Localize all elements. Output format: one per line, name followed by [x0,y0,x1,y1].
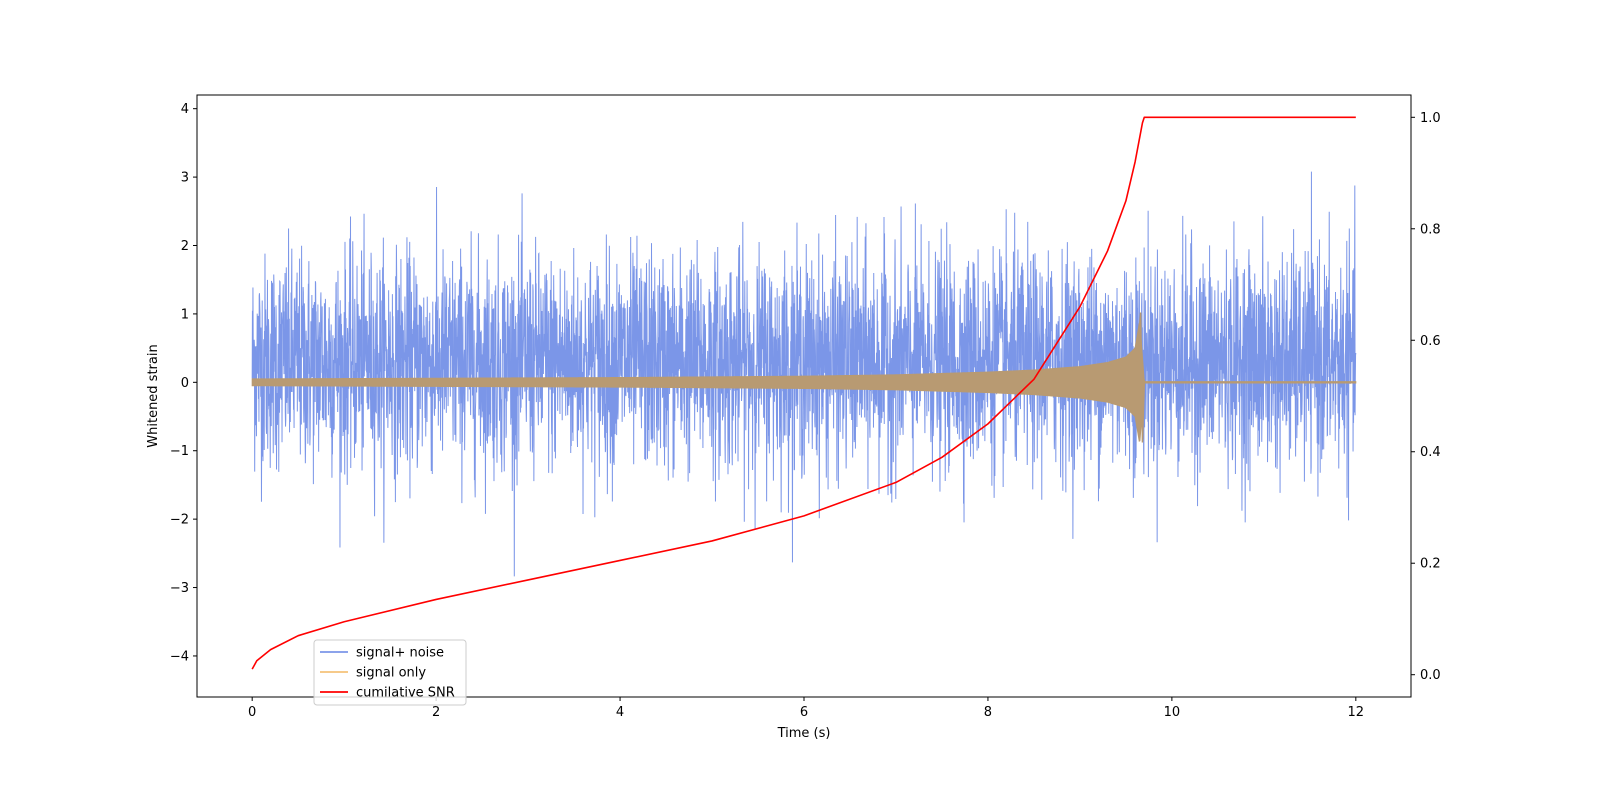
y-tick-label: 3 [181,171,189,186]
x-tick-label: 4 [616,705,624,720]
x-tick-label: 10 [1164,705,1181,720]
y2-tick-label: 0.0 [1420,668,1441,683]
series-cumulative-snr-line [251,116,1356,670]
y-axis-label: Whitened strain [146,344,161,447]
y2-tick-label: 0.2 [1420,557,1441,572]
y2-tick-label: 0.8 [1420,222,1441,237]
y-tick-label: 0 [181,376,189,391]
legend: signal+ noise signal only cumilative SNR [313,639,467,706]
x-axis: 0 2 4 6 8 10 12 [248,697,1364,720]
x-tick-label: 6 [800,705,808,720]
x-tick-label: 0 [248,705,256,720]
series-signal-only-band [251,322,1357,442]
y-tick-label: −4 [170,649,189,664]
x-tick-label: 8 [984,705,992,720]
y-axis-left: −4 −3 −2 −1 0 1 2 3 4 [170,102,197,664]
y-tick-label: −2 [170,513,189,528]
x-tick-label: 2 [432,705,440,720]
y2-tick-label: 1.0 [1420,111,1441,126]
series-signal-only-peak [1136,312,1146,443]
y2-tick-label: 0.6 [1420,334,1441,349]
y-tick-label: −3 [170,581,189,596]
legend-box [313,639,467,706]
y-tick-label: 1 [181,307,189,322]
legend-label: signal+ noise [356,646,444,661]
y-tick-label: −1 [170,444,189,459]
x-tick-label: 12 [1348,705,1365,720]
y2-tick-label: 0.4 [1420,445,1441,460]
y-axis-right: 0.0 0.2 0.4 0.6 0.8 1.0 [1411,111,1441,683]
y-tick-label: 2 [181,239,189,254]
y-tick-label: 4 [181,102,189,117]
legend-label: signal only [356,666,426,681]
series-signal-noise-line [251,171,1357,577]
plot-series [251,116,1357,670]
legend-label: cumilative SNR [356,686,455,701]
x-axis-label: Time (s) [777,726,831,741]
